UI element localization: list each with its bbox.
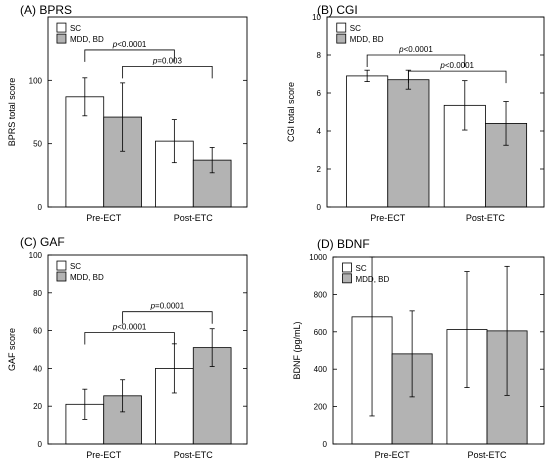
significance-bracket: [122, 66, 213, 79]
x-category-label: Post-ETC: [466, 213, 506, 223]
y-tick-label: 10: [312, 13, 321, 22]
significance-label: p<0.0001: [439, 61, 474, 70]
x-category-label: Pre-ECT: [370, 213, 406, 223]
chart-panel-1: (A) BPRS BPRS total score 0 50 100 p<0.0001 p=…: [7, 3, 248, 223]
y-tick-label: 4: [317, 127, 322, 136]
bar-pre-ect-s1: [346, 75, 389, 208]
y-tick-label: 0: [323, 440, 328, 449]
significance-label: p<0.0001: [112, 322, 147, 331]
legend-label: MDD, BD: [355, 275, 389, 284]
bar-pre-ect-s2: [387, 79, 430, 208]
chart-title: (C) GAF: [20, 235, 65, 249]
legend-label: MDD, BD: [350, 35, 384, 44]
significance-label: p=0.003: [152, 56, 183, 65]
legend-swatch: [342, 273, 352, 284]
y-tick-label: 8: [317, 51, 322, 60]
y-tick-label: 0: [38, 440, 43, 449]
y-tick-label: 1000: [309, 253, 327, 262]
significance-label: p=0.0001: [150, 302, 185, 311]
legend-swatch: [336, 33, 347, 44]
legend-swatch: [56, 271, 67, 282]
chart-panel-3: (C) GAF GAF score 0 20 40 60 80 100 p<0.0001 p=0.…: [7, 235, 248, 460]
y-tick-label: 20: [33, 402, 42, 411]
y-tick-label: 800: [314, 290, 328, 299]
legend-swatch: [56, 260, 67, 271]
x-category-label: Pre-ECT: [86, 450, 122, 460]
chart-title: (D) BDNF: [317, 237, 370, 251]
legend-label: SC: [350, 24, 361, 33]
legend-swatch: [56, 22, 67, 33]
y-tick-label: 200: [314, 403, 328, 412]
x-category-label: Post-ETC: [174, 450, 214, 460]
legend-label: SC: [70, 24, 81, 33]
y-tick-label: 400: [314, 365, 328, 374]
y-axis-label: BPRS total score: [7, 78, 17, 147]
y-tick-label: 600: [314, 328, 328, 337]
y-tick-label: 100: [29, 251, 43, 260]
y-tick-label: 40: [33, 364, 42, 373]
y-tick-label: 80: [33, 289, 42, 298]
y-axis-label: GAF score: [7, 328, 17, 371]
significance-bracket: [84, 332, 175, 345]
y-tick-label: 2: [317, 165, 322, 174]
y-tick-label: 6: [317, 89, 322, 98]
significance-label: p<0.0001: [398, 45, 433, 54]
significance-bracket: [407, 70, 507, 84]
y-axis-label: BDNF (pg/mL): [292, 321, 302, 379]
y-tick-label: 100: [29, 76, 43, 85]
legend-label: MDD, BD: [70, 273, 104, 282]
legend-swatch: [342, 262, 352, 273]
plot-frame: [332, 256, 545, 445]
y-tick-label: 0: [317, 203, 322, 212]
significance-bracket: [366, 54, 466, 67]
x-category-label: Pre-ECT: [86, 213, 122, 223]
y-axis-label: CGI total score: [286, 82, 296, 142]
y-tick-label: 0: [38, 203, 43, 212]
plot-frame: [47, 16, 248, 208]
legend-label: MDD, BD: [70, 35, 104, 44]
chart-title: (B) CGI: [317, 3, 358, 17]
y-tick-label: 50: [33, 140, 42, 149]
legend-swatch: [56, 33, 67, 44]
legend-label: SC: [70, 262, 81, 271]
significance-label: p<0.0001: [112, 40, 147, 49]
significance-bracket: [84, 49, 175, 62]
y-tick-label: 60: [33, 327, 42, 336]
x-category-label: Post-ETC: [468, 450, 508, 460]
plot-frame: [47, 254, 248, 445]
x-category-label: Post-ETC: [174, 213, 214, 223]
chart-title: (A) BPRS: [20, 3, 72, 17]
chart-panel-2: (B) CGI CGI total score 0 2 4 6 8 10 p<0.0001 p<0…: [286, 3, 545, 223]
legend-swatch: [336, 22, 347, 33]
legend-label: SC: [355, 264, 366, 273]
plot-frame: [326, 16, 545, 208]
chart-panel-4: (D) BDNF BDNF (pg/mL) 0 200 400 600 800 1000 Pre…: [292, 237, 545, 460]
significance-bracket: [122, 311, 213, 324]
x-category-label: Pre-ECT: [375, 450, 411, 460]
